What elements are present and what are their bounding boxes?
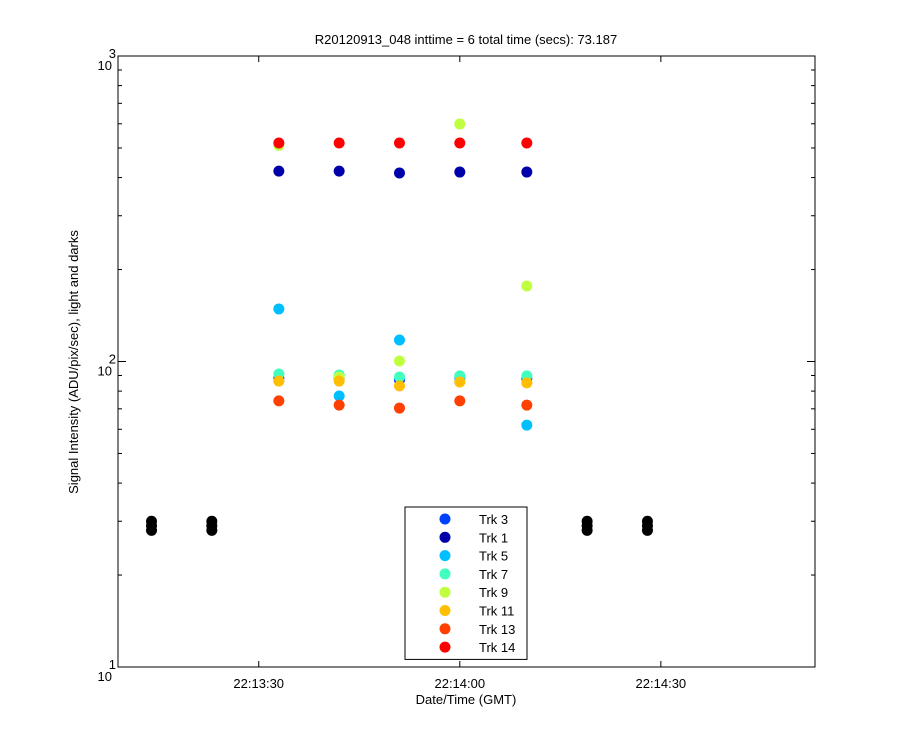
legend-label: Trk 11 bbox=[479, 604, 514, 619]
data-point bbox=[393, 167, 405, 179]
y-axis-label: Signal Intensity (ADU/pix/sec), light an… bbox=[66, 230, 81, 494]
y-tick-label: 10 bbox=[98, 364, 112, 379]
data-point bbox=[146, 515, 158, 527]
data-point bbox=[454, 166, 466, 178]
legend-marker bbox=[439, 623, 451, 635]
x-tick-label: 22:14:00 bbox=[434, 676, 485, 691]
data-point bbox=[333, 390, 345, 402]
legend-marker bbox=[439, 605, 451, 616]
data-point bbox=[521, 419, 533, 431]
legend-label: Trk 3 bbox=[479, 512, 508, 527]
data-point bbox=[393, 380, 405, 392]
data-point bbox=[641, 515, 653, 527]
legend-marker bbox=[439, 550, 451, 562]
data-point bbox=[393, 334, 405, 346]
legend-label: Trk 13 bbox=[479, 622, 515, 637]
data-point bbox=[206, 515, 218, 527]
data-point bbox=[393, 137, 405, 149]
legend-label: Trk 5 bbox=[479, 549, 508, 564]
y-tick-exponent: 3 bbox=[109, 46, 116, 61]
x-tick-label: 22:13:30 bbox=[233, 676, 284, 691]
legend-box bbox=[404, 506, 528, 660]
data-point bbox=[521, 280, 533, 292]
data-point bbox=[333, 399, 345, 411]
y-tick-exponent: 1 bbox=[109, 657, 116, 672]
legend-marker bbox=[439, 641, 451, 653]
data-point bbox=[333, 165, 345, 177]
data-point bbox=[521, 166, 533, 178]
data-point bbox=[393, 371, 405, 383]
data-point bbox=[454, 395, 466, 407]
legend-label: Trk 9 bbox=[479, 585, 508, 600]
data-point bbox=[393, 355, 405, 367]
data-point bbox=[273, 303, 285, 315]
data-point bbox=[273, 165, 285, 177]
data-point bbox=[273, 137, 285, 149]
legend-marker bbox=[439, 586, 451, 598]
y-tick-label: 10 bbox=[98, 58, 112, 73]
legend-label: Trk 1 bbox=[479, 530, 508, 545]
legend-label: Trk 14 bbox=[479, 640, 515, 655]
data-point bbox=[454, 118, 466, 130]
data-point bbox=[273, 395, 285, 407]
data-point bbox=[454, 137, 466, 149]
data-point bbox=[521, 377, 533, 389]
legend-marker bbox=[439, 568, 451, 580]
data-point bbox=[521, 137, 533, 149]
data-point bbox=[333, 137, 345, 149]
legend-marker bbox=[439, 513, 451, 525]
legend-label: Trk 7 bbox=[479, 567, 508, 582]
data-point bbox=[393, 402, 405, 414]
data-point bbox=[454, 376, 466, 388]
legend-marker bbox=[439, 531, 451, 543]
data-point bbox=[581, 515, 593, 527]
x-tick-label: 22:14:30 bbox=[636, 676, 687, 691]
data-point bbox=[333, 375, 345, 387]
y-tick-exponent: 2 bbox=[109, 352, 116, 367]
chart-title: R20120913_048 inttime = 6 total time (se… bbox=[315, 32, 617, 47]
x-axis-label: Date/Time (GMT) bbox=[416, 692, 517, 707]
data-point bbox=[273, 375, 285, 387]
data-point bbox=[521, 399, 533, 411]
y-tick-label: 10 bbox=[98, 669, 112, 684]
